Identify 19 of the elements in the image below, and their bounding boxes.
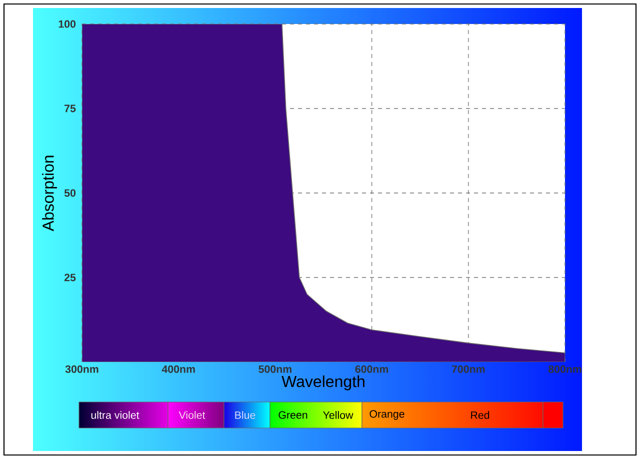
x-tick-label: 700nm [452,365,485,373]
text: Blue [235,411,256,419]
y-tick-label: 50 [64,189,76,197]
text: Yellow [323,411,354,419]
x-tick-label: 500nm [258,365,292,373]
y-axis-title: Absorption [42,156,58,232]
x-axis-title: Wavelength [282,375,364,390]
text: ultra violet [91,411,140,419]
x-tick-label: 800nm [548,365,582,373]
x-tick-label: 400nm [162,365,195,373]
text: Orange [370,410,404,420]
y-tick-label: 25 [64,274,76,282]
text: Green [278,411,308,419]
y-tick-label: 100 [58,20,76,28]
text: Red [471,411,490,419]
text: Violet [178,411,206,419]
x-tick-label: 300nm [65,365,98,373]
x-tick-label: 600nm [355,365,388,373]
y-tick-label: 75 [64,104,76,112]
